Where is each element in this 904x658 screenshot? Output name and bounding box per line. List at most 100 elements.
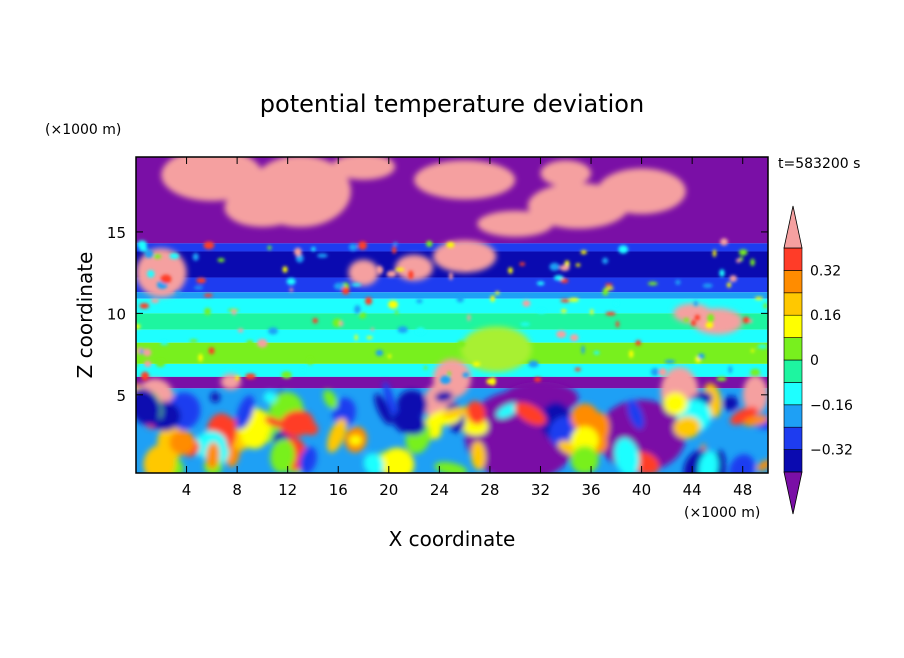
heatmap-speckle: [388, 354, 392, 359]
heatmap-blob: [743, 415, 768, 427]
heatmap-blob: [627, 399, 644, 430]
heatmap-blob: [374, 393, 393, 425]
heatmap-blob: [210, 391, 220, 403]
heatmap-blob: [236, 395, 255, 430]
heatmap-speckle: [147, 269, 155, 278]
heatmap-blob: [673, 416, 701, 439]
heatmap-speckle: [375, 265, 384, 275]
heatmap-speckle: [536, 281, 545, 286]
heatmap-speckle: [647, 281, 658, 286]
x-tick-label: 28: [480, 481, 499, 499]
heatmap-speckle: [282, 266, 288, 273]
heatmap-speckle: [495, 291, 500, 295]
heatmap-speckle: [289, 288, 294, 292]
heatmap-speckle: [520, 322, 531, 326]
heatmap-speckle: [234, 375, 240, 381]
heatmap-speckle: [397, 326, 408, 334]
heatmap-speckle: [533, 377, 542, 382]
heatmap-speckle: [281, 371, 292, 379]
heatmap-speckle: [729, 275, 737, 282]
heatmap-speckle: [697, 353, 705, 360]
heatmap-speckle: [757, 344, 768, 349]
heatmap-blob: [570, 426, 599, 455]
heatmap-speckle: [618, 245, 629, 254]
heatmap-blob: [299, 446, 317, 473]
heatmap-speckle: [204, 307, 211, 316]
heatmap-speckle: [440, 375, 451, 385]
heatmap-speckle: [519, 262, 526, 266]
heatmap-speckle: [720, 238, 728, 246]
colorbar-segment: [783, 426, 803, 450]
x-tick-label: 44: [683, 481, 702, 499]
heatmap-speckle: [155, 359, 166, 368]
heatmap-speckle: [602, 257, 609, 264]
heatmap-speckle: [246, 340, 254, 346]
heatmap-speckle: [739, 256, 744, 262]
heatmap-speckle: [693, 300, 698, 307]
y-tick-label: 10: [107, 305, 126, 323]
heatmap-speckle: [462, 260, 472, 269]
heatmap-speckle: [295, 254, 304, 263]
heatmap-speckle: [593, 350, 600, 355]
heatmap-speckle: [245, 373, 256, 380]
chart-title: potential temperature deviation: [260, 90, 644, 118]
colorbar-segment: [783, 382, 803, 406]
heatmap-speckle: [602, 287, 609, 296]
heatmap-speckle: [416, 298, 423, 304]
heatmap-speckle: [560, 278, 569, 284]
colorbar-segment: [783, 292, 803, 316]
heatmap-blob: [477, 210, 554, 237]
heatmap-speckle: [447, 371, 451, 377]
plot-area: [136, 157, 768, 473]
heatmap-speckle: [580, 250, 587, 255]
heatmap-speckle: [750, 368, 761, 376]
y-axis-label: Z coordinate: [73, 252, 97, 379]
heatmap-speckle: [569, 334, 579, 342]
heatmap-speckle: [311, 246, 316, 252]
heatmap-speckle: [193, 286, 204, 290]
heatmap-speckle: [317, 253, 328, 258]
heatmap-blob: [698, 450, 719, 473]
heatmap-blob: [383, 381, 398, 420]
heatmap-speckle: [604, 283, 613, 287]
colorbar-segment: [783, 404, 803, 428]
y-tick-label: 15: [107, 224, 126, 242]
heatmap-speckle: [137, 240, 147, 249]
heatmap-band: [136, 292, 768, 299]
heatmap-blob: [460, 326, 532, 373]
heatmap-blob: [395, 254, 434, 281]
heatmap-speckle: [386, 271, 393, 278]
colorbar-tick-label: 0.16: [810, 308, 841, 324]
heatmap-speckle: [169, 252, 180, 260]
colorbar-tick-label: −0.32: [810, 443, 853, 459]
heatmap-blob: [161, 157, 263, 201]
heatmap-blob: [332, 397, 356, 428]
heatmap-speckle: [160, 340, 169, 346]
heatmap-speckle: [144, 360, 152, 368]
heatmap-speckle: [217, 258, 225, 263]
heatmap-speckle: [467, 314, 471, 322]
time-label: t=583200 s: [778, 156, 860, 172]
heatmap-speckle: [712, 249, 717, 258]
heatmap-speckle: [388, 300, 399, 309]
heatmap-speckle: [203, 241, 215, 250]
colorbar-min-arrow: [783, 471, 803, 515]
heatmap-speckle: [528, 360, 539, 368]
colorbar-segment: [783, 314, 803, 338]
heatmap-speckle: [392, 246, 397, 254]
heatmap-speckle: [150, 298, 160, 304]
heatmap-speckle: [581, 345, 585, 354]
heatmap-speckle: [561, 309, 567, 313]
heatmap-blob: [264, 416, 284, 428]
heatmap-speckle: [348, 243, 358, 251]
heatmap-speckle: [658, 367, 667, 377]
x-axis-label: X coordinate: [389, 527, 516, 551]
heatmap-speckle: [559, 264, 570, 272]
heatmap-speckle: [650, 367, 660, 377]
heatmap-speckle: [354, 304, 361, 314]
heatmap-speckle: [370, 327, 375, 332]
heatmap-blob: [327, 418, 347, 453]
heatmap-speckle: [490, 295, 495, 302]
colorbar-tick-label: 0.32: [810, 263, 841, 279]
heatmap-blob: [136, 248, 187, 298]
